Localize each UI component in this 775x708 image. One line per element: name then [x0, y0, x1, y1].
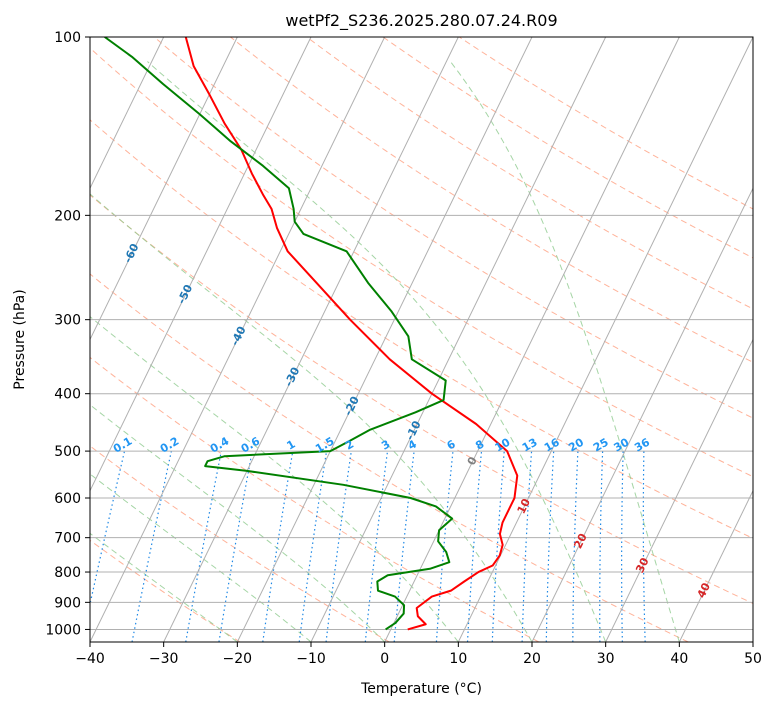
isotherm-line — [310, 37, 607, 642]
moist-adiabat-line — [147, 61, 607, 642]
thermo-background-lines — [90, 37, 753, 642]
y-tick-label: 400 — [54, 387, 81, 403]
isotherm-line — [678, 489, 753, 642]
dry-adiabat-line — [458, 37, 753, 210]
x-axis-label: Temperature (°C) — [360, 681, 482, 697]
y-tick-label: 500 — [54, 444, 81, 460]
y-tick-label: 600 — [54, 491, 81, 507]
moist-adiabat-line — [90, 404, 386, 642]
dewpoint-profile-line — [104, 37, 454, 631]
isotherm-line — [90, 37, 312, 492]
mixing-ratio-line — [545, 451, 555, 642]
mixing-ratio-line — [435, 451, 454, 642]
isotherm-line — [90, 37, 165, 190]
isotherm-line — [236, 37, 533, 642]
x-tick-label: 50 — [744, 651, 762, 667]
plot-background — [90, 37, 753, 642]
dry-adiabat-line — [306, 37, 753, 310]
axes: −40 −30 −20 −10 0 10 20 30 40 50 1000 900 800 700 600 5… — [45, 30, 762, 667]
isotherm-line — [605, 338, 753, 642]
y-tick-label: 700 — [54, 531, 81, 547]
moist-adiabat-line — [450, 61, 680, 642]
isotherm-label: 20 — [571, 531, 590, 551]
x-tick-label: 20 — [523, 651, 541, 667]
isotherm-label: 30 — [633, 555, 652, 575]
pressure-grid — [90, 37, 753, 630]
mixing-ratio-line — [466, 451, 483, 642]
y-tick-label: 900 — [54, 595, 81, 611]
mixing-ratio-line — [642, 451, 646, 642]
isotherm-label: 40 — [695, 580, 714, 600]
moist-adiabat-line — [90, 315, 459, 642]
moist-adiabat-line — [90, 193, 533, 642]
dry-adiabat-line — [382, 37, 753, 259]
isotherm-line — [531, 187, 753, 642]
mixing-ratio-line — [599, 451, 604, 642]
y-tick-label: 200 — [54, 208, 81, 224]
mixing-ratio-line — [621, 451, 624, 642]
mixing-ratio-line — [325, 451, 352, 642]
isotherm-line — [457, 37, 753, 642]
isotherm-line — [90, 37, 386, 642]
y-tick-label: 100 — [54, 30, 81, 46]
mixing-ratio-line — [298, 451, 328, 642]
y-tick-label: 300 — [54, 313, 81, 329]
mixing-ratio-line — [491, 451, 505, 642]
mixing-ratio-line — [521, 451, 533, 642]
mixing-ratio-line — [131, 450, 172, 642]
isotherm-line — [163, 37, 459, 642]
mixing-ratio-line — [572, 451, 579, 642]
dry-adiabat-line — [230, 37, 753, 363]
x-tick-label: −30 — [149, 651, 179, 667]
dry-adiabat-line — [90, 273, 689, 642]
x-tick-label: −20 — [223, 651, 253, 667]
moist-adiabat-line — [90, 473, 312, 642]
sounding-profiles — [104, 37, 519, 631]
mixing-ratio-line — [364, 451, 389, 642]
plot-frame — [89, 36, 754, 643]
dry-adiabat-line — [90, 445, 390, 642]
isotherm-line — [90, 37, 238, 341]
mixing-ratio-line — [185, 450, 222, 642]
y-tick-label: 800 — [54, 565, 81, 581]
x-tick-label: 30 — [597, 651, 615, 667]
isotherm-label: 10 — [515, 496, 534, 516]
x-tick-label: 40 — [670, 651, 688, 667]
x-tick-label: 0 — [380, 651, 389, 667]
chart-title: wetPf2_S236.2025.280.07.24.R09 — [285, 11, 557, 31]
mixing-ratio-line — [218, 450, 253, 642]
isotherm-line — [384, 37, 680, 642]
dry-adiabat-line — [90, 47, 753, 478]
moist-adiabat-line — [90, 532, 238, 642]
mixing-ratio-line — [262, 450, 294, 642]
isotherm-lines — [90, 37, 753, 642]
x-tick-label: −10 — [296, 651, 326, 667]
x-tick-label: −40 — [75, 651, 105, 667]
dry-adiabat-line — [90, 194, 753, 605]
y-tick-label: 1000 — [45, 622, 81, 638]
y-axis-label: Pressure (hPa) — [12, 289, 28, 389]
dry-adiabat-line — [90, 119, 753, 539]
x-tick-label: 10 — [449, 651, 467, 667]
temperature-profile-line — [184, 37, 519, 631]
